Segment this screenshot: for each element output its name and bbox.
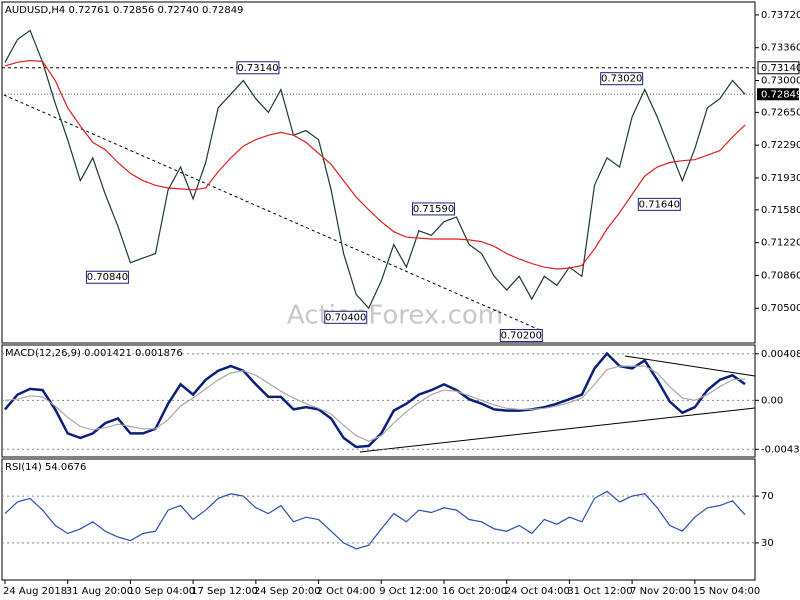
annotation-box	[637, 197, 681, 211]
rsi-panel	[1, 458, 756, 581]
x-tick-label: 9 Oct 12:00	[379, 586, 438, 597]
annotation-box	[499, 329, 543, 343]
y-tick-label: 0.72650	[761, 107, 800, 118]
annotation-label: 0.70840	[87, 272, 128, 283]
series-line	[4, 59, 746, 270]
annotation-label: 0.73020	[601, 74, 642, 85]
rsi-title: RSI(14) 54.0676	[5, 462, 86, 473]
macd-panel	[1, 344, 756, 458]
level-label: 0.73140	[761, 63, 800, 74]
y-tick-label: 0.70860	[761, 270, 800, 281]
series-line	[4, 490, 746, 550]
y-tick-label: 0.73000	[761, 76, 800, 87]
y-tick-label: 0.73720	[761, 10, 800, 21]
annotation-label: 0.71640	[639, 199, 680, 210]
price-panel	[1, 1, 756, 344]
level-box	[757, 61, 800, 75]
y-tick-label: 0.71220	[761, 238, 800, 249]
annotation-label: 0.70400	[325, 312, 366, 323]
y-tick-label: 30	[761, 538, 774, 549]
y-tick-label: 0.004085	[761, 349, 800, 360]
annotation-box	[236, 61, 280, 75]
last-box	[757, 88, 799, 101]
x-tick-label: 10 Sep 04:00	[128, 586, 195, 597]
annotation-label: 0.71590	[413, 204, 454, 215]
x-tick-label: 24 Sep 20:00	[254, 586, 321, 597]
x-tick-label: 24 Aug 2018	[3, 586, 67, 597]
series-line	[4, 29, 746, 310]
trend-line	[359, 407, 756, 453]
annotation-box	[85, 270, 129, 284]
x-tick-label: 2 Oct 04:00	[317, 586, 376, 597]
x-tick-label: 24 Oct 04:00	[505, 586, 570, 597]
chart-title: AUDUSD,H4 0.72761 0.72856 0.72740 0.7284…	[5, 5, 243, 16]
y-tick-label: 70	[761, 491, 774, 502]
y-tick-label: 0.00	[761, 395, 783, 406]
x-tick-label: 17 Sep 12:00	[191, 586, 258, 597]
y-tick-label: 0.72290	[761, 140, 800, 151]
watermark: ActionForex.com	[287, 301, 503, 331]
trend-line	[624, 355, 756, 377]
y-tick-label: 0.71930	[761, 173, 800, 184]
annotation-box	[412, 202, 456, 216]
annotation-box	[324, 310, 368, 324]
annotation-box	[600, 72, 644, 86]
annotation-label: 0.70200	[501, 331, 542, 342]
x-tick-label: 15 Nov 04:00	[693, 586, 760, 597]
x-tick-label: 7 Nov 20:00	[630, 586, 691, 597]
annotation-label: 0.73140	[237, 63, 278, 74]
y-tick-label: 0.71580	[761, 205, 800, 216]
x-tick-label: 16 Oct 20:00	[442, 586, 507, 597]
last-label: 0.72849	[761, 89, 800, 100]
series-line	[4, 365, 746, 442]
x-tick-label: 31 Aug 20:00	[66, 586, 133, 597]
y-tick-label: 0.70500	[761, 303, 800, 314]
trend-line	[3, 94, 541, 331]
y-tick-label: 0.73360	[761, 43, 800, 54]
x-tick-label: 31 Oct 12:00	[567, 586, 632, 597]
y-tick-label: -0.0043	[761, 444, 800, 455]
